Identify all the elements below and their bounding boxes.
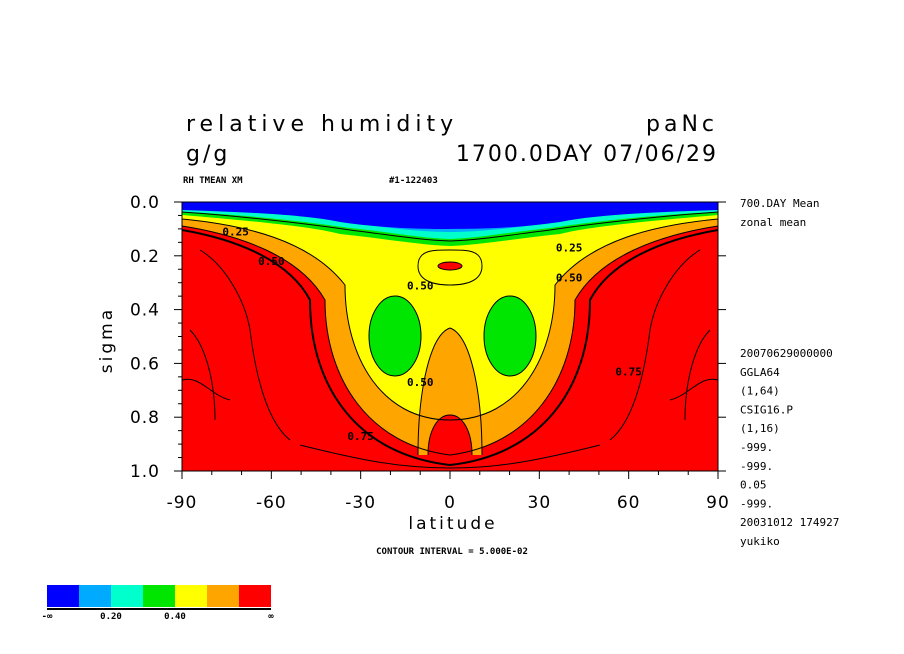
contour-field: 0.25 0.25 0.50 0.50 0.50 0.50 0.75 0.75 (182, 202, 718, 471)
x-tick-label: 0 (444, 493, 456, 513)
colorbar-swatch (239, 585, 271, 607)
meta-line: 0.05 (740, 479, 767, 492)
model-name: paNc (646, 112, 718, 137)
colorbar-swatch (47, 585, 79, 607)
meta-line: GGLA64 (740, 366, 780, 379)
colorbar-swatch (79, 585, 111, 607)
contour-label: 0.25 (556, 242, 583, 255)
colorbar-swatch (143, 585, 175, 607)
y-tick-label: 0.8 (130, 408, 160, 428)
x-tick-label: -60 (256, 493, 287, 513)
info-line: 700.DAY Mean (740, 197, 819, 210)
x-tick-label: 60 (617, 493, 641, 513)
info-line: zonal mean (740, 216, 806, 229)
contour-label: 0.50 (258, 255, 285, 268)
cell-loop (417, 249, 483, 286)
meta-line: yukiko (740, 535, 780, 548)
run-id-label: #1-122403 (389, 176, 438, 186)
colorbar-label: -∞ (42, 612, 53, 622)
fill-green-right (483, 295, 537, 377)
meta-line: CSIG16.P (740, 403, 793, 416)
y-axis-title: sigma (97, 307, 117, 373)
meta-line: -999. (740, 441, 773, 454)
fill-red-center (428, 415, 472, 455)
x-axis-title: latitude (408, 514, 497, 534)
colorbar: -∞ 0.20 0.40 ∞ (42, 585, 274, 622)
x-tick-label: -90 (167, 493, 198, 513)
colorbar-swatch (111, 585, 143, 607)
meta-line: (1,16) (740, 422, 780, 435)
meta-line: -999. (740, 460, 773, 473)
meta-line: (1,64) (740, 385, 780, 398)
x-tick-label: 30 (528, 493, 552, 513)
colorbar-label: ∞ (268, 612, 274, 622)
contour-label-layer: 0.25 0.25 0.50 0.50 0.50 0.50 0.75 0.75 (222, 226, 642, 443)
fill-yellow (182, 205, 718, 420)
y-tick-label: 1.0 (130, 462, 160, 482)
y-tick-label: 0.4 (130, 301, 160, 321)
meta-line: 20031012 174927 (740, 516, 839, 529)
contour-label: 0.75 (615, 365, 642, 378)
contour-label: 0.50 (556, 271, 583, 284)
variable-label: RH TMEAN XM (183, 176, 243, 186)
colorbar-swatch (175, 585, 207, 607)
contour-label: 0.50 (407, 279, 434, 292)
colorbar-swatch (207, 585, 239, 607)
right-info-panel: 700.DAY Mean zonal mean 20070629000000 GGLA… (740, 197, 839, 548)
y-tick-label: 0.6 (130, 354, 160, 374)
y-tick-label: 0.2 (130, 247, 160, 267)
fill-blue (182, 202, 718, 229)
contour-interval-note: CONTOUR INTERVAL = 5.000E-02 (376, 547, 528, 557)
axis-layer: -90 -60 -30 0 30 60 90 0.0 0.2 0.4 0.6 0.8 1.0 (130, 193, 730, 513)
contour-label: 0.75 (347, 430, 374, 443)
meta-line: 20070629000000 (740, 347, 833, 360)
contour-lines (182, 211, 718, 469)
date-label: 1700.0DAY 07/06/29 (456, 142, 718, 167)
y-tick-label: 0.0 (130, 193, 160, 213)
colorbar-label: 0.40 (164, 612, 186, 622)
fill-green-left (368, 295, 422, 377)
contour-label: 0.50 (407, 376, 434, 389)
fill-red-cell (437, 261, 463, 271)
colorbar-label: 0.20 (100, 612, 122, 622)
contour-label: 0.25 (222, 226, 249, 239)
fill-orange-center (418, 328, 482, 455)
units-label: g/g (186, 142, 230, 167)
x-tick-label: -30 (345, 493, 376, 513)
meta-line: -999. (740, 497, 773, 510)
x-tick-label: 90 (706, 493, 730, 513)
chart-title: relative humidity (186, 112, 458, 137)
